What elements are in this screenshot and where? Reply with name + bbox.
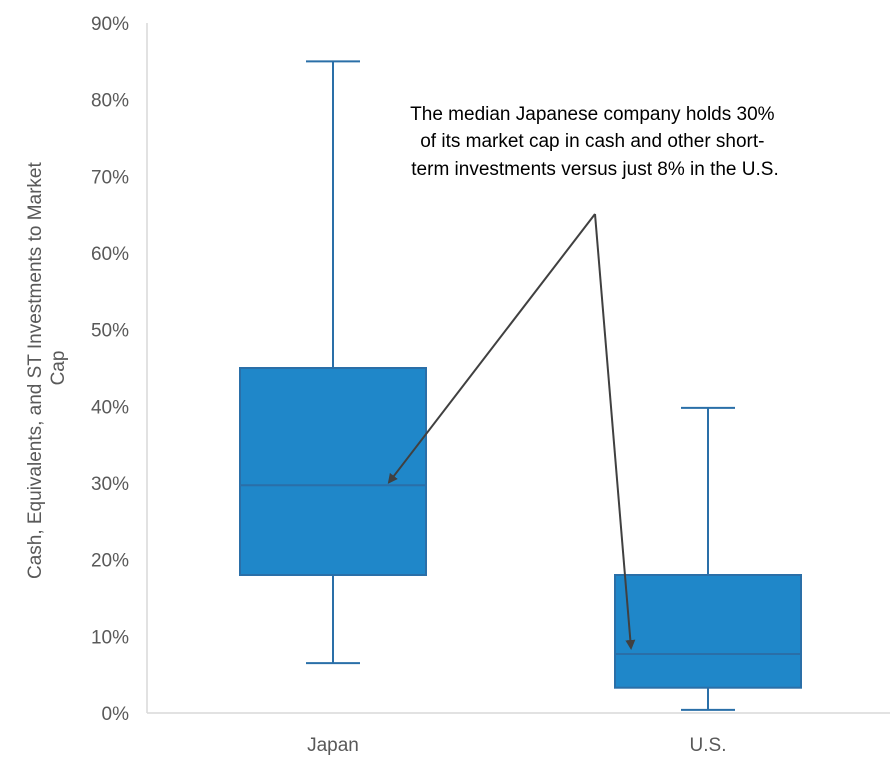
annotation-text: The median Japanese company holds 30% of…	[410, 104, 780, 180]
annotation-line-3: term investments versus just 8% in the U…	[411, 159, 778, 180]
box-iqr	[614, 574, 802, 689]
y-tick-label: 30%	[91, 474, 129, 495]
x-axis-tick-labels: Japan U.S.	[307, 735, 726, 756]
annotation-line-2: of its market cap in cash and other shor…	[420, 131, 764, 152]
y-axis-label-line-1: Cash, Equivalents, and ST Investments to…	[25, 162, 46, 580]
box-iqr	[239, 367, 427, 576]
y-axis-label: Cash, Equivalents, and ST Investments to…	[25, 157, 69, 579]
y-tick-label: 50%	[91, 321, 129, 342]
y-tick-label: 90%	[91, 14, 129, 35]
y-tick-label: 40%	[91, 397, 129, 418]
y-tick-label: 60%	[91, 244, 129, 265]
y-tick-label: 20%	[91, 551, 129, 572]
y-axis-tick-labels: 0% 10% 20% 30% 40% 50% 60% 70% 80% 90%	[91, 14, 129, 725]
x-tick-label: Japan	[307, 735, 359, 756]
box-japan	[239, 60, 427, 665]
y-tick-label: 0%	[102, 704, 130, 725]
x-tick-label: U.S.	[690, 735, 727, 756]
annotation-arrow-japan	[387, 213, 596, 484]
y-tick-label: 70%	[91, 167, 129, 188]
y-tick-label: 10%	[91, 627, 129, 648]
annotation-line-1: The median Japanese company holds 30%	[410, 104, 775, 125]
annotation-arrow-us	[594, 213, 636, 650]
box-us	[614, 406, 802, 711]
box-series	[239, 60, 802, 711]
y-tick-label: 80%	[91, 91, 129, 112]
y-axis-label-line-2: Cap	[48, 351, 69, 386]
